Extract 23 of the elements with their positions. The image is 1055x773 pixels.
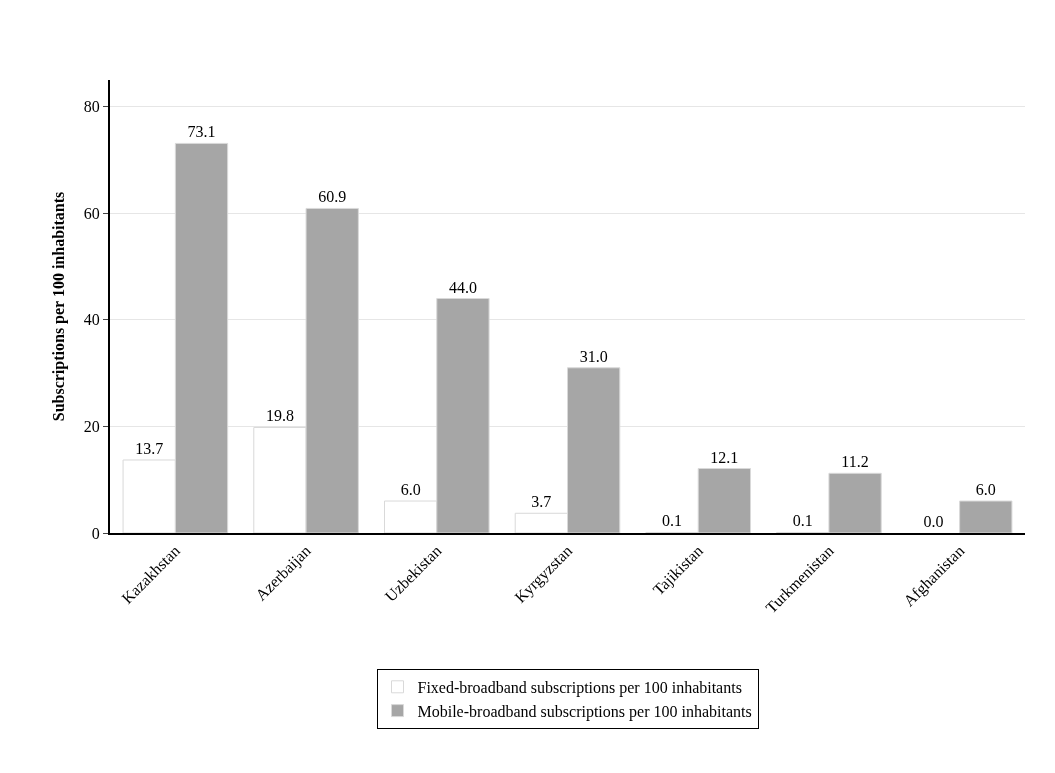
legend-label: Fixed-broadband subscriptions per 100 inhabitants [417,679,742,698]
y-axis-title: Subscriptions per 100 inhabitants [50,191,69,422]
y-tick-label: 60 [83,204,100,222]
y-tick-label: 40 [83,311,100,329]
data-label: 31.0 [579,347,608,365]
bar [959,500,1013,533]
y-tick-label: 0 [91,524,100,542]
data-label: 12.1 [710,448,739,466]
data-label: 60.9 [318,188,347,206]
y-tick-label: 80 [83,98,100,116]
data-label: 73.1 [187,123,216,141]
data-label: 6.0 [400,481,421,499]
y-tick-label: 20 [83,418,100,436]
data-label: 44.0 [448,278,477,296]
data-label: 19.8 [265,407,294,425]
data-label: 0.1 [662,512,683,530]
data-label: 0.0 [923,513,944,530]
data-label: 13.7 [135,439,164,457]
data-label: 0.1 [792,512,813,530]
legend-label: Mobile-broadband subscriptions per 100 inhabitants [417,702,752,721]
data-label: 3.7 [531,493,552,511]
data-label: 6.0 [975,481,996,499]
data-label: 11.2 [841,453,869,471]
